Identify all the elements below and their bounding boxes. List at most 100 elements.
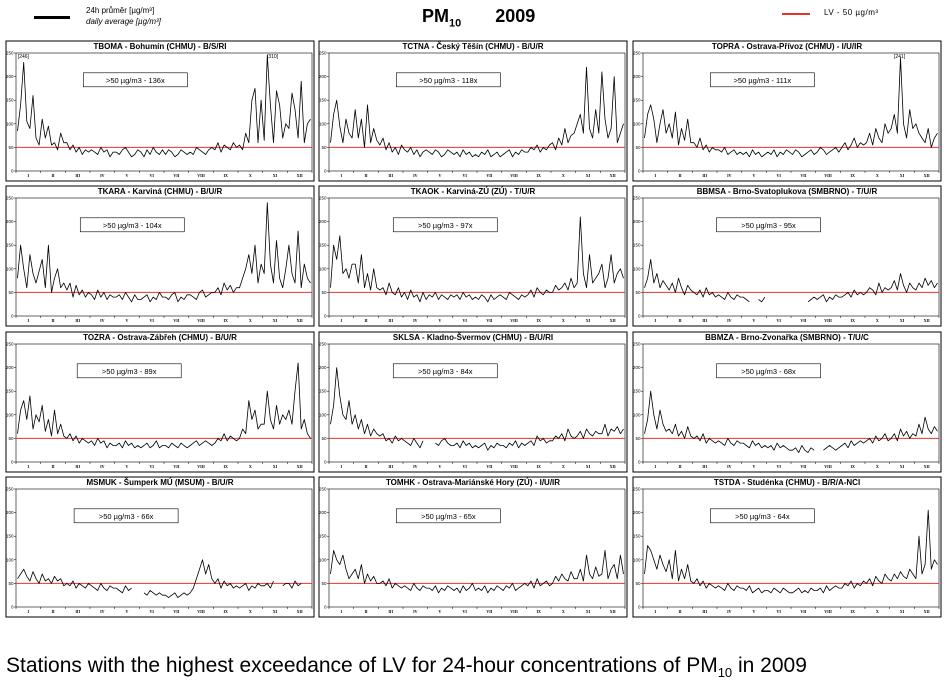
exceedance-box xyxy=(73,508,179,524)
x-tick-label: VIII xyxy=(510,464,518,469)
chart-panel: TBOMA - Bohumín (CHMU) - B/S/RI 0 50 100 150… xyxy=(5,40,315,182)
x-tick-label: IV xyxy=(100,173,105,178)
y-tick-label: 100 xyxy=(319,266,327,271)
x-tick-label: VII xyxy=(800,173,806,178)
x-tick-label: IX xyxy=(223,609,228,614)
exceedance-label: >50 µg/m3 - 97x xyxy=(418,221,473,230)
x-tick-label: I xyxy=(341,609,343,614)
chart-frame xyxy=(632,331,942,473)
x-tick-label: VIII xyxy=(197,318,205,323)
series-line xyxy=(17,362,311,449)
x-tick-label: VII xyxy=(800,464,806,469)
x-tick-label: XII xyxy=(297,464,303,469)
x-tick-label: V xyxy=(126,318,129,323)
x-tick-label: IV xyxy=(727,464,732,469)
chart-panel: TOPRA - Ostrava-Přívoz (CHMU) - I/U/IR 0 5… xyxy=(632,40,942,182)
x-tick-label: VI xyxy=(776,609,781,614)
chart-panel: MSMUK - Šumperk MÚ (MSUM) - B/U/R 0 50 100 1… xyxy=(5,476,315,618)
x-tick-label: VI xyxy=(776,464,781,469)
y-tick-label: 100 xyxy=(6,412,14,417)
y-tick-label: 50 xyxy=(8,145,14,150)
x-tick-label: XI xyxy=(900,318,905,323)
y-tick-label: 200 xyxy=(633,74,641,79)
title-year: 2009 xyxy=(495,6,536,26)
x-tick-label: XI xyxy=(900,609,905,614)
x-tick-label: IV xyxy=(413,173,418,178)
max-value-label: [241] xyxy=(894,54,906,60)
x-tick-label: VII xyxy=(800,318,806,323)
series-line xyxy=(330,550,624,594)
x-tick-label: IX xyxy=(850,173,855,178)
y-tick-label: 50 xyxy=(635,436,641,441)
y-tick-label: 150 xyxy=(633,389,641,394)
chart-frame xyxy=(318,185,628,327)
x-tick-label: XII xyxy=(924,318,930,323)
y-tick-label: 100 xyxy=(633,557,641,562)
x-tick-label: XII xyxy=(610,609,616,614)
y-tick-label: 0 xyxy=(638,605,641,610)
exceedance-label: >50 µg/m3 - 104x xyxy=(103,221,162,230)
y-tick-label: 200 xyxy=(6,219,14,224)
x-tick-label: II xyxy=(51,318,55,323)
chart-title: TKARA - Karviná (CHMU) - B/U/R xyxy=(98,187,223,196)
x-tick-label: II xyxy=(364,464,368,469)
y-tick-label: 100 xyxy=(633,266,641,271)
x-tick-label: X xyxy=(876,173,879,178)
chart-panel: TKAOK - Karviná-ZÚ (ZÚ) - T/U/R 0 50 100 150… xyxy=(318,185,628,327)
y-tick-label: 150 xyxy=(6,534,14,539)
chart-panel: TOMHK - Ostrava-Mariánské Hory (ZÚ) - I/… xyxy=(318,476,628,618)
y-tick-label: 0 xyxy=(638,169,641,174)
y-tick-label: 0 xyxy=(324,169,327,174)
x-tick-label: VIII xyxy=(510,318,518,323)
x-tick-label: XII xyxy=(610,318,616,323)
x-tick-label: III xyxy=(388,464,393,469)
series-line xyxy=(330,66,624,158)
x-tick-label: I xyxy=(28,609,30,614)
x-tick-label: V xyxy=(753,318,756,323)
exceedance-label: >50 µg/m3 - 64x xyxy=(735,512,790,521)
x-tick-label: IV xyxy=(727,173,732,178)
y-tick-label: 250 xyxy=(633,342,641,347)
exceedance-label: >50 µg/m3 - 84x xyxy=(418,367,473,376)
exceedance-box xyxy=(76,363,182,379)
chart-title: TBOMA - Bohumín (CHMU) - B/S/RI xyxy=(93,42,226,51)
x-tick-label: VI xyxy=(462,464,467,469)
x-tick-label: X xyxy=(249,464,252,469)
title-pollutant: PM xyxy=(422,6,449,26)
y-tick-label: 150 xyxy=(633,534,641,539)
y-tick-label: 250 xyxy=(6,196,14,201)
x-tick-label: IX xyxy=(223,464,228,469)
y-tick-label: 250 xyxy=(319,342,327,347)
y-tick-label: 50 xyxy=(321,145,327,150)
y-tick-label: 150 xyxy=(633,98,641,103)
y-tick-label: 50 xyxy=(8,581,14,586)
chart-frame xyxy=(632,40,942,182)
limit-legend-swatch xyxy=(782,13,810,15)
exceedance-box xyxy=(392,217,498,233)
x-tick-label: VII xyxy=(486,464,492,469)
x-tick-label: V xyxy=(439,318,442,323)
x-tick-label: IV xyxy=(100,609,105,614)
chart-title: TOPRA - Ostrava-Přívoz (CHMU) - I/U/IR xyxy=(712,42,862,51)
x-tick-label: VII xyxy=(486,318,492,323)
x-tick-label: III xyxy=(388,173,393,178)
y-tick-label: 250 xyxy=(633,196,641,201)
x-tick-label: I xyxy=(655,464,657,469)
y-tick-label: 250 xyxy=(6,51,14,56)
x-tick-label: III xyxy=(702,318,707,323)
chart-panel: TOZRA - Ostrava-Zábřeh (CHMU) - B/U/R 0 50… xyxy=(5,331,315,473)
x-tick-label: XI xyxy=(273,609,278,614)
exceedance-label: >50 µg/m3 - 65x xyxy=(421,512,476,521)
x-tick-label: XII xyxy=(297,173,303,178)
exceedance-box xyxy=(716,217,821,233)
chart-title: BBMZA - Brno-Zvonařka (SMBRNO) - T/U/C xyxy=(705,333,869,342)
max-value-label: [246] xyxy=(18,54,30,60)
chart-frame xyxy=(5,331,315,473)
x-tick-label: X xyxy=(562,609,565,614)
x-tick-label: VII xyxy=(173,318,179,323)
y-tick-label: 250 xyxy=(6,342,14,347)
exceedance-box xyxy=(710,72,815,88)
chart-frame xyxy=(318,40,628,182)
series-legend-label-en: daily average [µg/m³] xyxy=(86,17,161,26)
x-tick-label: VI xyxy=(462,173,467,178)
